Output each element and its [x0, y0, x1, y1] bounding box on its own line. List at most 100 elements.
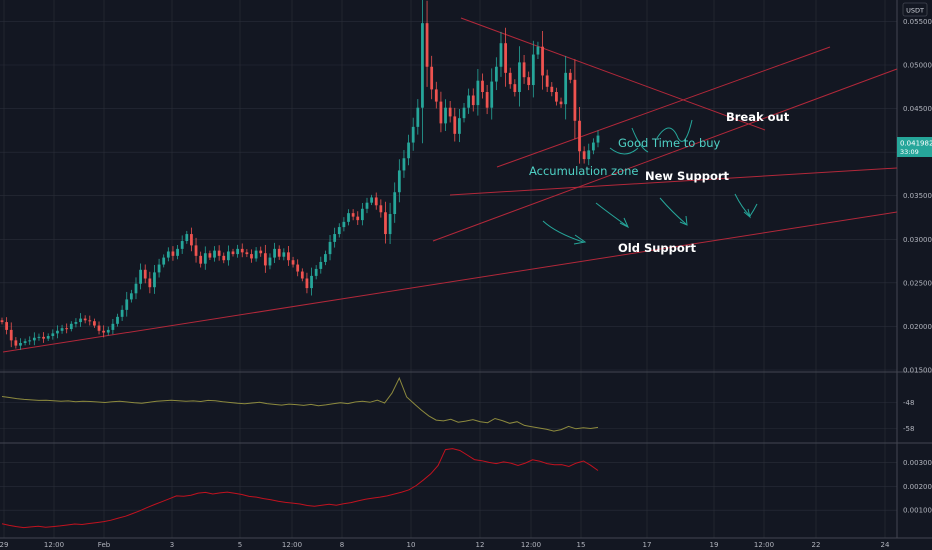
candle-body — [531, 54, 535, 86]
time-axis[interactable]: 29 12:00 Feb 3 5 12:00 8 10 12 12:00 15 17 19 12:00 22… — [0, 541, 890, 549]
candle-body — [222, 255, 226, 261]
time-tick-label: 8 — [340, 541, 344, 549]
arrow-drawing — [656, 119, 693, 142]
candle-body — [522, 62, 526, 78]
candle-body — [430, 66, 434, 90]
candle-body — [591, 142, 595, 151]
candle-body — [351, 213, 355, 217]
trendline — [432, 68, 898, 242]
candle-body — [79, 318, 82, 323]
candle-body — [65, 328, 69, 330]
candle-body — [384, 212, 387, 235]
time-tick-label: 12:00 — [282, 541, 302, 549]
price-tick-label: 0.015000 — [903, 367, 932, 375]
candle-body — [333, 234, 337, 242]
candle-body — [227, 251, 230, 261]
annotation-old-support: Old Support — [618, 241, 696, 255]
candle-body — [194, 245, 198, 256]
price-axis[interactable]: 0.0550000.0500000.0450000.0400000.035000… — [903, 18, 932, 515]
currency-label: USDT — [906, 7, 924, 15]
candle-body — [536, 46, 540, 55]
candle-body — [125, 299, 129, 310]
candle-body — [402, 158, 406, 171]
candle-body — [208, 253, 212, 258]
arrow-drawing — [631, 127, 649, 153]
candle-body — [582, 151, 586, 160]
indicator-pane-1 — [1, 376, 599, 432]
time-tick-label: 15 — [577, 541, 586, 549]
currency-badge[interactable]: USDT — [902, 2, 928, 17]
candle-body — [458, 118, 461, 134]
candle-body — [314, 268, 318, 276]
candle-body — [578, 120, 581, 152]
candle-body — [176, 248, 179, 256]
candle-body — [305, 278, 309, 289]
candle-body — [263, 253, 267, 266]
candle-body — [374, 197, 378, 206]
candle-body — [462, 107, 466, 119]
candle-body — [481, 80, 484, 93]
candle-body — [5, 322, 9, 330]
candle-body — [490, 81, 494, 108]
candle-body — [300, 271, 304, 279]
candle-body — [236, 248, 240, 255]
candle-body — [518, 62, 521, 93]
candle-body — [0, 320, 4, 323]
candlestick-series — [0, 0, 600, 350]
candle-body — [324, 254, 327, 262]
candle-body — [190, 234, 193, 246]
candle-body — [231, 251, 235, 255]
arrow-head — [619, 217, 630, 229]
candle-body — [19, 342, 22, 346]
candle-body — [467, 95, 471, 108]
candle-body — [360, 208, 364, 221]
candle-body — [379, 205, 383, 213]
candle-body — [116, 316, 119, 324]
candle-body — [425, 23, 429, 67]
trendline — [449, 167, 898, 196]
time-tick-label: 19 — [710, 541, 719, 549]
candle-body — [14, 340, 18, 346]
candle-body — [245, 252, 249, 255]
candle-body — [69, 323, 73, 330]
trendline — [2, 211, 898, 353]
candle-body — [56, 330, 59, 334]
candle-body — [120, 309, 124, 317]
time-tick-label: 12 — [476, 541, 485, 549]
candle-body — [319, 261, 323, 269]
candle-body — [37, 336, 41, 338]
indicator2-line — [1, 448, 599, 529]
arrow-drawing — [749, 203, 758, 217]
candle-body — [171, 251, 175, 256]
candle-body — [291, 260, 295, 265]
annotation-good-time: Good Time to buy — [618, 136, 721, 150]
candle-body — [9, 329, 13, 341]
candle-body — [407, 142, 410, 159]
countdown-value: 33:09 — [900, 148, 919, 156]
currency-badge-frame — [902, 2, 928, 17]
candle-body — [564, 72, 568, 105]
last-price-tag — [897, 137, 932, 157]
candle-body — [129, 293, 133, 300]
candle-body — [476, 80, 480, 106]
candle-body — [508, 72, 512, 85]
candle-body — [254, 250, 258, 259]
candle-body — [494, 66, 498, 82]
candle-body — [166, 251, 170, 258]
trendlines — [2, 17, 898, 353]
candle-body — [199, 255, 203, 264]
candle-body — [46, 336, 50, 339]
candle-body — [596, 135, 600, 143]
candle-body — [504, 43, 507, 73]
time-tick-label: 17 — [643, 541, 652, 549]
candle-body — [388, 214, 392, 235]
candle-body — [213, 250, 216, 258]
candle-body — [337, 227, 341, 235]
